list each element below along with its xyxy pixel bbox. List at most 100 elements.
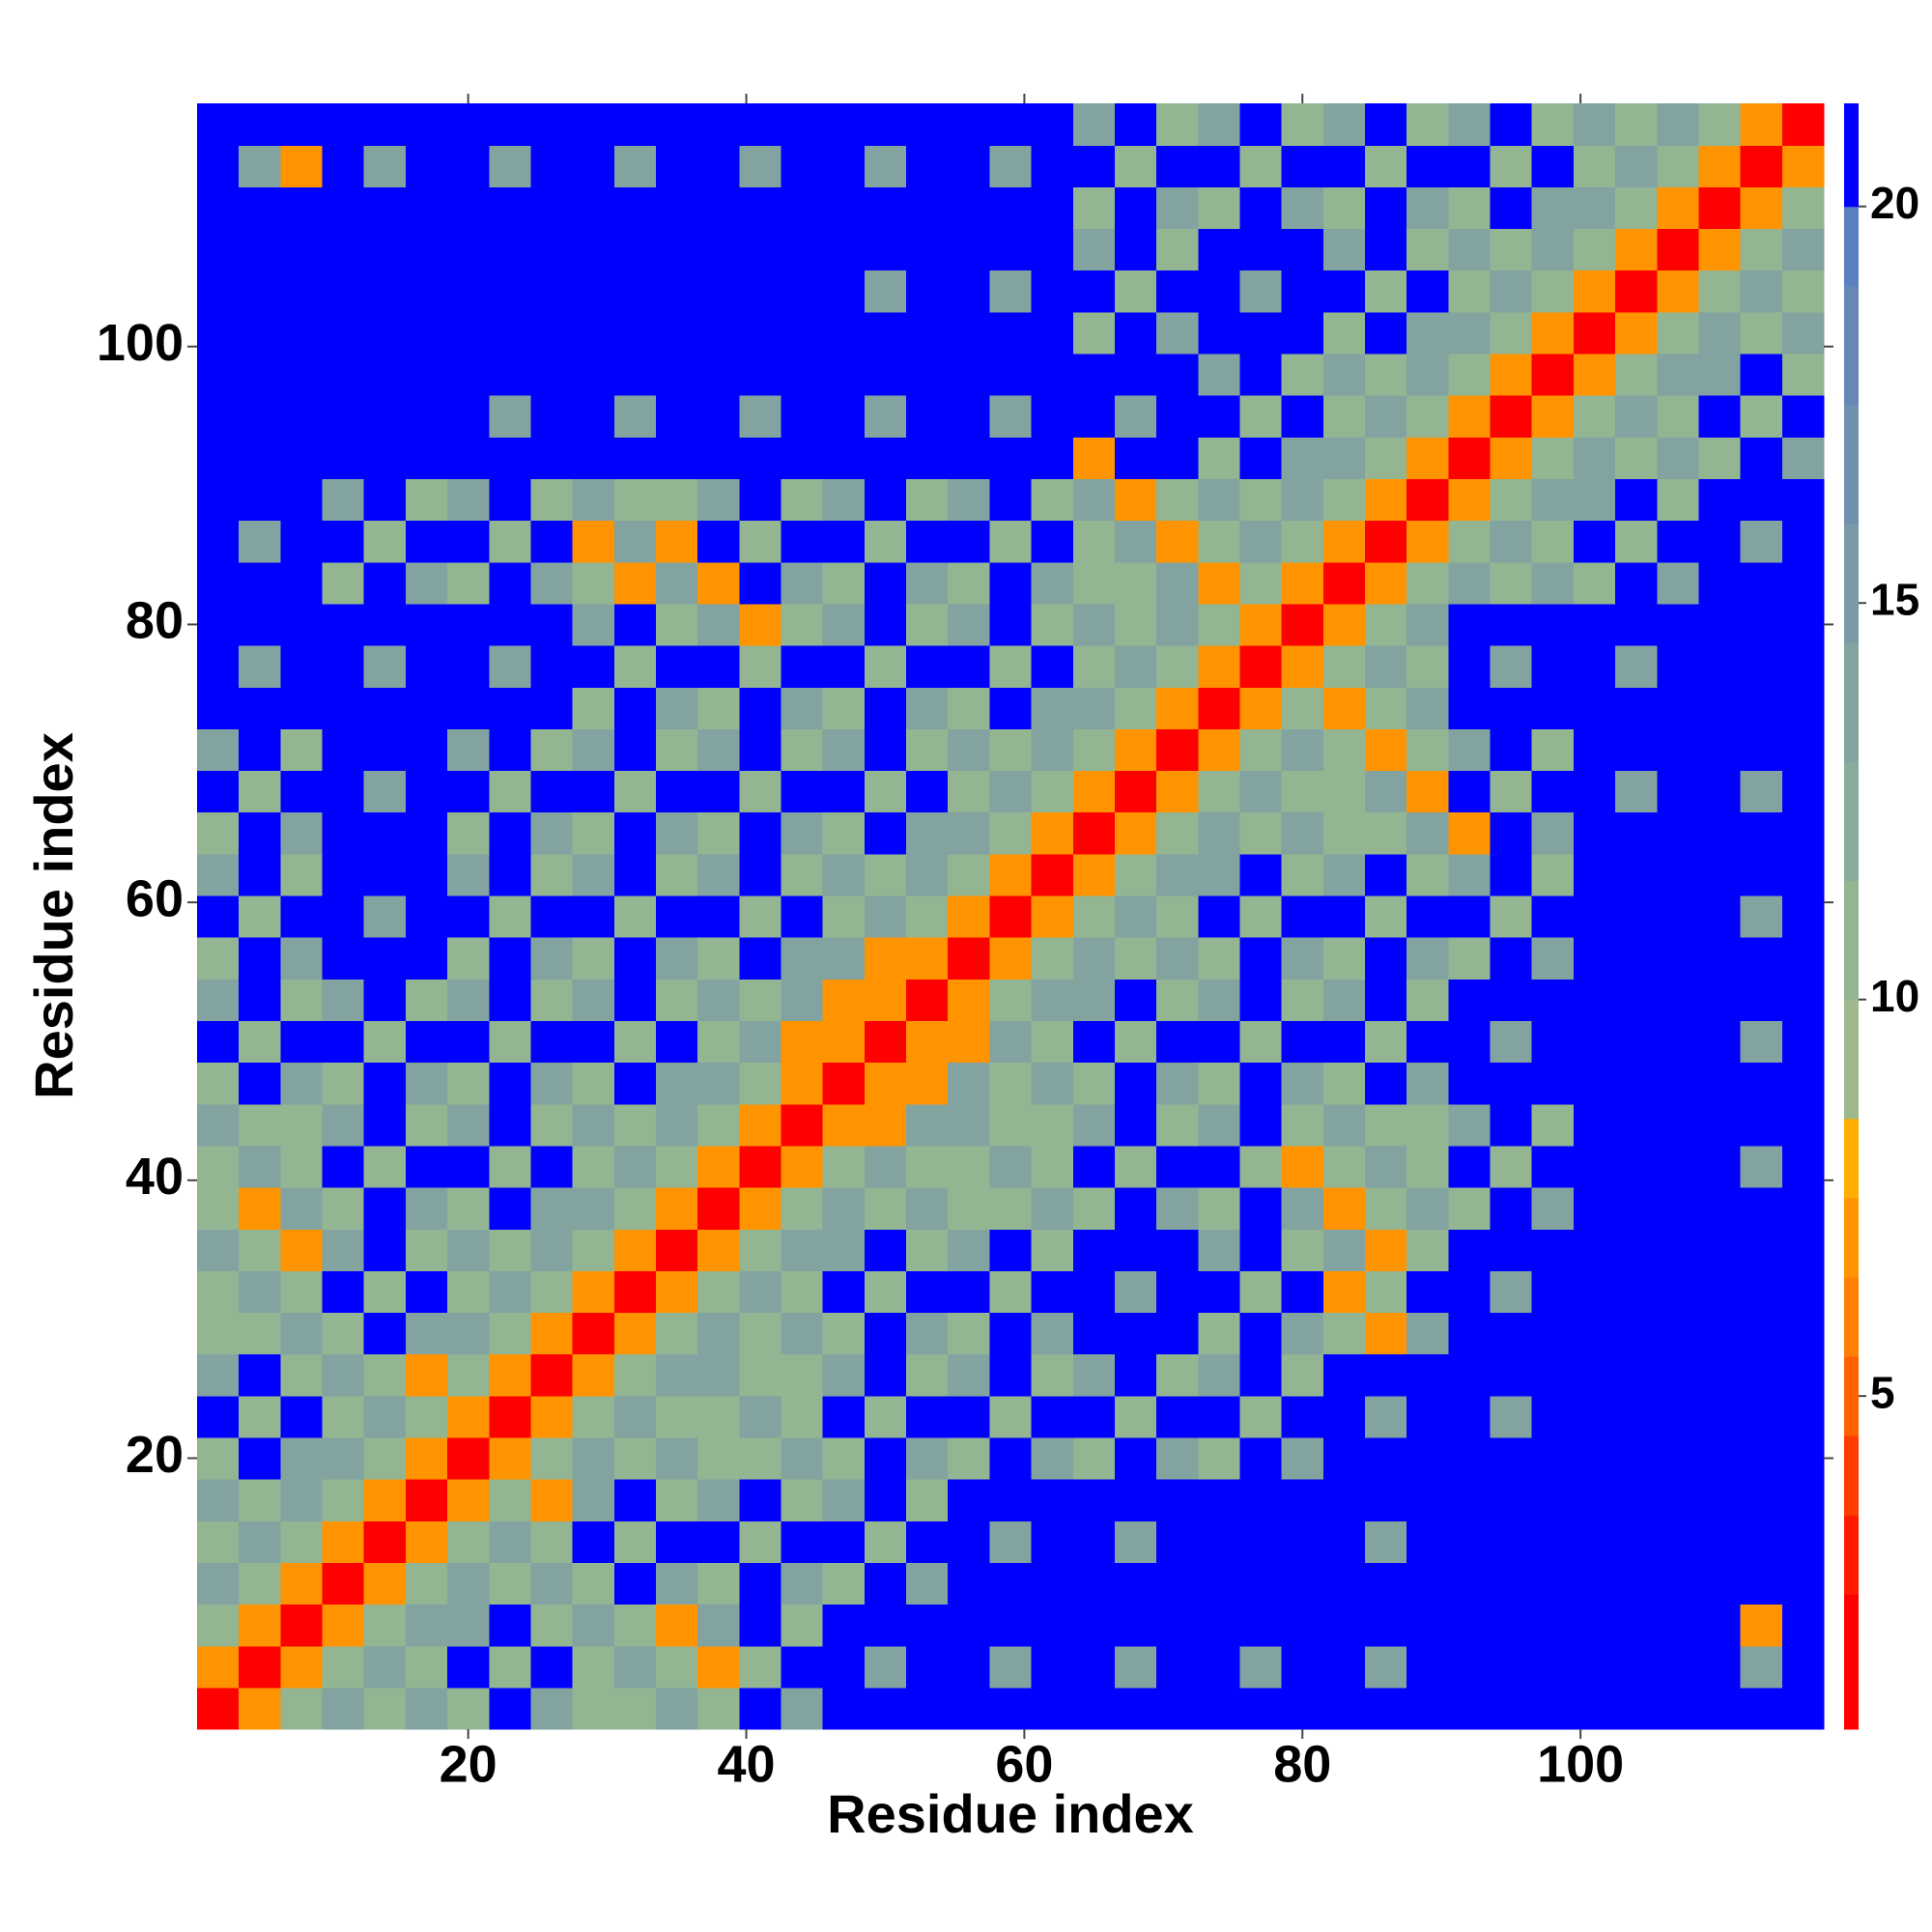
heatmap-cell xyxy=(197,1229,240,1271)
heatmap-cell xyxy=(363,186,407,230)
heatmap-cell xyxy=(1322,1687,1366,1730)
heatmap-cell xyxy=(363,853,407,896)
heatmap-cell xyxy=(989,728,1033,772)
heatmap-cell xyxy=(1198,1312,1241,1355)
heatmap-cell xyxy=(1031,1312,1074,1355)
heatmap-cell xyxy=(906,1270,949,1314)
heatmap-cell xyxy=(1156,1479,1199,1521)
heatmap-cell xyxy=(1781,1479,1825,1521)
heatmap-cell xyxy=(1114,103,1157,146)
heatmap-cell xyxy=(1448,1020,1492,1064)
heatmap-cell xyxy=(1114,1479,1157,1521)
heatmap-cell xyxy=(864,811,907,855)
heatmap-cell xyxy=(1156,1687,1199,1730)
heatmap-cell xyxy=(697,311,740,355)
heatmap-cell xyxy=(1406,478,1449,522)
heatmap-cell xyxy=(1615,645,1658,688)
heatmap-cell xyxy=(322,478,365,522)
heatmap-cell xyxy=(1781,1520,1825,1563)
heatmap-cell xyxy=(1531,1520,1575,1563)
heatmap-cell xyxy=(1031,1604,1074,1647)
heatmap-cell xyxy=(864,228,907,271)
heatmap-cell xyxy=(948,770,991,813)
heatmap-cell xyxy=(1573,1270,1616,1314)
heatmap-cell xyxy=(1740,1103,1783,1147)
heatmap-cell xyxy=(322,1479,365,1521)
heatmap-cell xyxy=(1698,895,1742,938)
heatmap-cell xyxy=(405,561,448,605)
heatmap-cell xyxy=(739,811,782,855)
heatmap-cell xyxy=(697,353,740,396)
heatmap-cell xyxy=(1406,895,1449,938)
heatmap-cell xyxy=(1531,1687,1575,1730)
heatmap-cell xyxy=(906,1562,949,1605)
heatmap-cell xyxy=(447,1270,490,1314)
heatmap-cell xyxy=(1031,520,1074,563)
heatmap-cell xyxy=(1448,1103,1492,1147)
heatmap-cell xyxy=(906,186,949,230)
heatmap-cell xyxy=(1239,1103,1283,1147)
heatmap-cell xyxy=(1573,353,1616,396)
heatmap-cell xyxy=(948,728,991,772)
heatmap-cell xyxy=(613,937,657,980)
heatmap-cell xyxy=(1114,1687,1157,1730)
heatmap-cell xyxy=(572,1604,615,1647)
heatmap-cell xyxy=(822,311,866,355)
heatmap-cell xyxy=(1156,937,1199,980)
heatmap-cell xyxy=(1198,478,1241,522)
heatmap-cell xyxy=(1198,1479,1241,1521)
heatmap-cell xyxy=(822,853,866,896)
heatmap-cell xyxy=(655,270,698,313)
heatmap-cell xyxy=(739,1103,782,1147)
heatmap-cell xyxy=(1114,311,1157,355)
heatmap-cell xyxy=(864,561,907,605)
heatmap-cell xyxy=(1406,1687,1449,1730)
heatmap-cell xyxy=(697,1353,740,1397)
heatmap-cell xyxy=(1448,1187,1492,1230)
heatmap-cell xyxy=(1740,1645,1783,1689)
heatmap-cell xyxy=(989,561,1033,605)
heatmap-cell xyxy=(1781,979,1825,1021)
heatmap-cell xyxy=(989,1187,1033,1230)
heatmap-cell xyxy=(1365,145,1407,187)
heatmap-cell xyxy=(864,937,907,980)
heatmap-cell xyxy=(697,770,740,813)
heatmap-cell xyxy=(530,895,574,938)
heatmap-cell xyxy=(1114,1270,1157,1314)
heatmap-cell xyxy=(322,561,365,605)
heatmap-cell xyxy=(906,311,949,355)
heatmap-cell xyxy=(697,478,740,522)
heatmap-cell xyxy=(1490,1353,1533,1397)
heatmap-cell xyxy=(781,395,824,438)
heatmap-cell xyxy=(906,728,949,772)
heatmap-cell xyxy=(1239,520,1283,563)
heatmap-cell xyxy=(1615,1020,1658,1064)
heatmap-cell xyxy=(1490,561,1533,605)
heatmap-cell xyxy=(739,1020,782,1064)
heatmap-cell xyxy=(739,770,782,813)
heatmap-cell xyxy=(1490,1436,1533,1480)
heatmap-cell xyxy=(989,853,1033,896)
heatmap-cell xyxy=(1698,1270,1742,1314)
heatmap-cell xyxy=(1322,937,1366,980)
heatmap-cell xyxy=(1781,186,1825,230)
heatmap-cell xyxy=(405,270,448,313)
heatmap-cell xyxy=(697,186,740,230)
heatmap-cell xyxy=(363,1353,407,1397)
heatmap-cell xyxy=(1448,186,1492,230)
heatmap-cell xyxy=(1740,1395,1783,1438)
heatmap-cell xyxy=(1198,770,1241,813)
heatmap-cell xyxy=(489,645,532,688)
heatmap-cell xyxy=(1281,561,1324,605)
heatmap-cell xyxy=(1031,1270,1074,1314)
heatmap-cell xyxy=(1156,561,1199,605)
heatmap-cell xyxy=(989,395,1033,438)
heatmap-cell xyxy=(1365,770,1407,813)
heatmap-cell xyxy=(613,1436,657,1480)
heatmap-cell xyxy=(864,1520,907,1563)
heatmap-cell xyxy=(1239,1312,1283,1355)
heatmap-cell xyxy=(1448,687,1492,729)
heatmap-cell xyxy=(489,1479,532,1521)
heatmap-cell xyxy=(489,1270,532,1314)
heatmap-cell xyxy=(197,1062,240,1105)
